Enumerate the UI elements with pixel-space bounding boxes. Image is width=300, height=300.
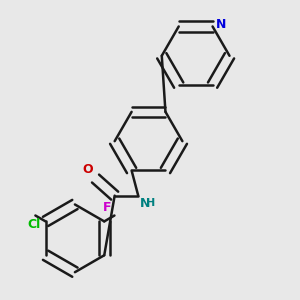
Text: N: N	[140, 197, 150, 210]
Text: Cl: Cl	[27, 218, 40, 232]
Text: F: F	[102, 201, 111, 214]
Text: N: N	[215, 19, 226, 32]
Text: H: H	[146, 198, 156, 208]
Text: O: O	[82, 163, 93, 176]
